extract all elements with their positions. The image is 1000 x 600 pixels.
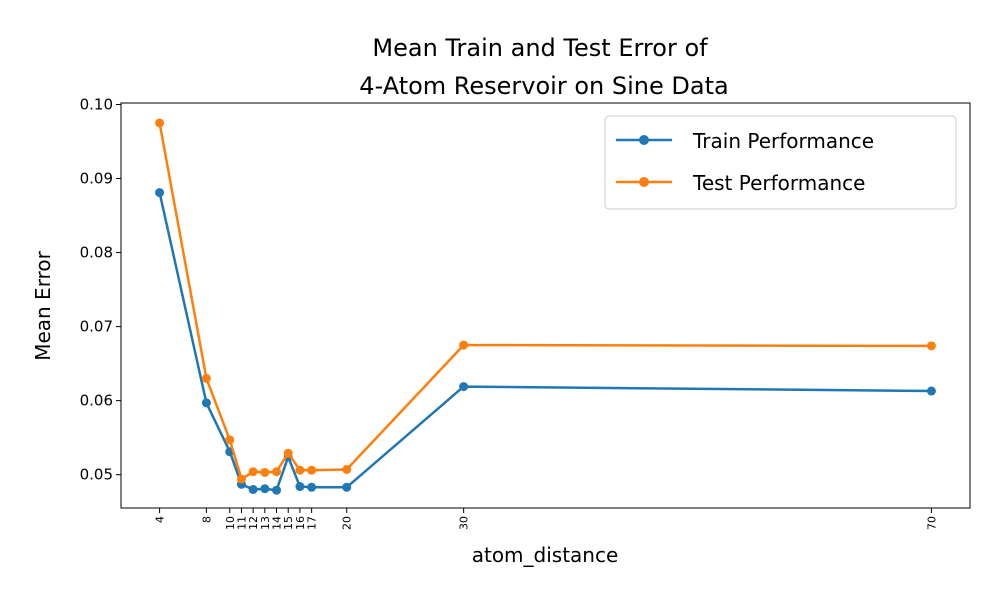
- x-tick-label: 14: [271, 516, 284, 530]
- x-tick-label: 8: [200, 516, 213, 523]
- data-point: [926, 386, 936, 396]
- y-tick-label: 0.10: [80, 95, 113, 113]
- legend-box: [604, 115, 957, 210]
- plot-area: 0.05 0.06 0.07 0.08 0.09 0.10 4 8 10111213141516…: [80, 95, 939, 530]
- x-tick-label: 11: [235, 516, 248, 530]
- data-point: [307, 482, 317, 492]
- data-point: [459, 382, 469, 392]
- data-point: [260, 484, 270, 494]
- legend-test-marker: [639, 177, 649, 187]
- x-axis-label: atom_distance: [472, 543, 619, 567]
- x-tick-label: 10: [224, 516, 237, 530]
- data-point: [201, 398, 211, 408]
- x-tick-label: 16: [294, 516, 307, 530]
- y-tick-label: 0.07: [80, 318, 113, 336]
- plot-frame: [120, 102, 971, 509]
- legend-train-label: Train Performance: [692, 129, 874, 153]
- x-tick-label: 4: [154, 516, 167, 523]
- y-axis-label: Mean Error: [31, 250, 55, 360]
- chart-title-line2: 4-Atom Reservoir on Sine Data: [359, 72, 728, 100]
- data-point: [342, 464, 352, 474]
- data-point: [236, 474, 246, 484]
- data-point: [201, 373, 211, 383]
- data-point: [307, 465, 317, 475]
- data-point: [248, 484, 258, 494]
- data-point: [295, 465, 305, 475]
- data-point: [295, 482, 305, 492]
- y-tick-label: 0.09: [80, 170, 113, 188]
- legend: Train Performance Test Performance: [604, 115, 957, 210]
- data-point: [283, 448, 293, 458]
- data-point: [272, 485, 282, 495]
- y-tick-label: 0.06: [80, 392, 113, 410]
- data-point: [272, 467, 282, 477]
- y-tick-label: 0.08: [80, 244, 113, 262]
- chart-title-line1: Mean Train and Test Error of: [372, 34, 708, 62]
- x-tick-label: 13: [259, 516, 272, 530]
- data-point: [459, 340, 469, 350]
- data-point: [926, 341, 936, 351]
- data-point: [342, 482, 352, 492]
- series-line-0: [158, 192, 932, 492]
- y-tick-label: 0.05: [80, 466, 113, 484]
- x-tick-label: 30: [458, 516, 471, 530]
- data-point: [248, 467, 258, 477]
- x-tick-label: 12: [247, 516, 260, 530]
- data-point: [155, 118, 165, 128]
- data-point: [155, 188, 165, 198]
- x-tick-label: 17: [306, 516, 319, 530]
- x-tick-label: 70: [925, 516, 938, 530]
- data-point: [260, 467, 270, 477]
- x-tick-label: 15: [282, 516, 295, 530]
- legend-train-marker: [639, 135, 649, 145]
- x-tick-label: 20: [341, 516, 354, 530]
- data-point: [225, 435, 235, 445]
- legend-test-label: Test Performance: [692, 171, 865, 195]
